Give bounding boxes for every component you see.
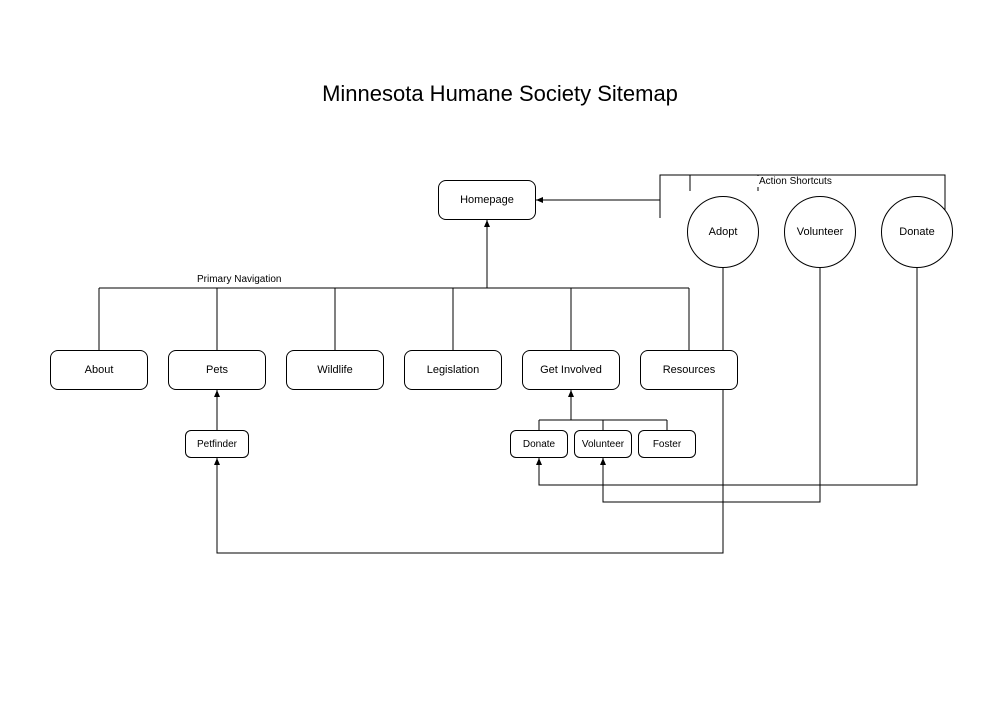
node-volunteer: Volunteer [784,196,856,268]
node-gi-donate: Donate [510,430,568,458]
node-donate: Donate [881,196,953,268]
node-legislation: Legislation [404,350,502,390]
node-resources: Resources [640,350,738,390]
node-gi-volunteer: Volunteer [574,430,632,458]
node-gi-foster: Foster [638,430,696,458]
node-wildlife: Wildlife [286,350,384,390]
diagram-title: Minnesota Humane Society Sitemap [0,81,1000,107]
node-petfinder: Petfinder [185,430,249,458]
node-about: About [50,350,148,390]
node-adopt: Adopt [687,196,759,268]
node-get-involved: Get Involved [522,350,620,390]
node-homepage: Homepage [438,180,536,220]
action-shortcuts-label: Action Shortcuts [757,176,834,187]
primary-navigation-label: Primary Navigation [195,274,283,285]
diagram-canvas: Minnesota Humane Society Sitemap Primary… [0,0,1000,709]
node-pets: Pets [168,350,266,390]
